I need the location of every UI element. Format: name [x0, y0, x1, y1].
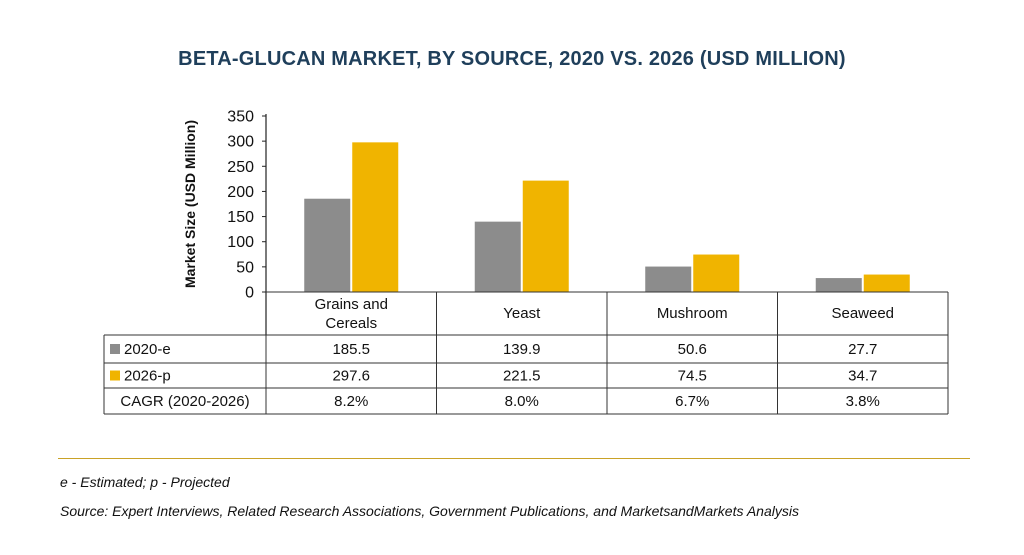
data-label-2026-p: 34.7: [848, 368, 877, 385]
y-tick-label: 50: [236, 259, 254, 276]
y-tick-label: 200: [227, 184, 254, 201]
data-label-2020-e: 27.7: [848, 341, 877, 358]
data-label-2020-e: 50.6: [678, 341, 707, 358]
y-tick-label: 100: [227, 234, 254, 251]
category-label: Mushroom: [657, 305, 728, 322]
data-label-2020-e: 185.5: [332, 341, 370, 358]
data-label-2026-p: 74.5: [678, 368, 707, 385]
legend-label-2020-e: 2020-e: [124, 341, 171, 358]
legend-swatch-2026-p: [110, 370, 120, 381]
cagr-value: 8.0%: [505, 393, 539, 410]
legend-label-2026-p: 2026-p: [124, 368, 171, 385]
bar-2020-e-2: [645, 266, 692, 292]
category-label: Cereals: [325, 315, 377, 332]
bar-2026-p-3: [863, 274, 910, 292]
cagr-row-label: CAGR (2020-2026): [120, 393, 249, 410]
category-label: Yeast: [503, 305, 541, 322]
y-tick-label: 350: [227, 109, 254, 126]
estimated-projected-note: e - Estimated; p - Projected: [60, 474, 230, 490]
y-tick-label: 150: [227, 209, 254, 226]
y-axis-label: Market Size (USD Million): [182, 120, 198, 288]
category-label: Grains and: [315, 296, 388, 313]
category-label: Seaweed: [831, 305, 894, 322]
legend-swatch-2020-e: [110, 344, 120, 354]
bar-2026-p-1: [522, 180, 569, 292]
y-tick-label: 250: [227, 159, 254, 176]
data-label-2026-p: 221.5: [503, 368, 541, 385]
y-tick-label: 300: [227, 134, 254, 151]
data-label-2020-e: 139.9: [503, 341, 541, 358]
bar-2020-e-3: [815, 278, 862, 292]
cagr-value: 3.8%: [846, 393, 880, 410]
cagr-value: 8.2%: [334, 393, 368, 410]
cagr-value: 6.7%: [675, 393, 709, 410]
chart-title: BETA-GLUCAN MARKET, BY SOURCE, 2020 VS. …: [178, 48, 846, 70]
bar-2020-e-0: [304, 198, 351, 292]
bar-2020-e-1: [474, 221, 521, 292]
bar-2026-p-2: [693, 254, 740, 292]
source-note: Source: Expert Interviews, Related Resea…: [60, 503, 799, 519]
y-tick-label: 0: [245, 285, 254, 302]
data-label-2026-p: 297.6: [332, 368, 370, 385]
bar-2026-p-0: [352, 142, 399, 292]
footnote-divider: [58, 458, 970, 459]
